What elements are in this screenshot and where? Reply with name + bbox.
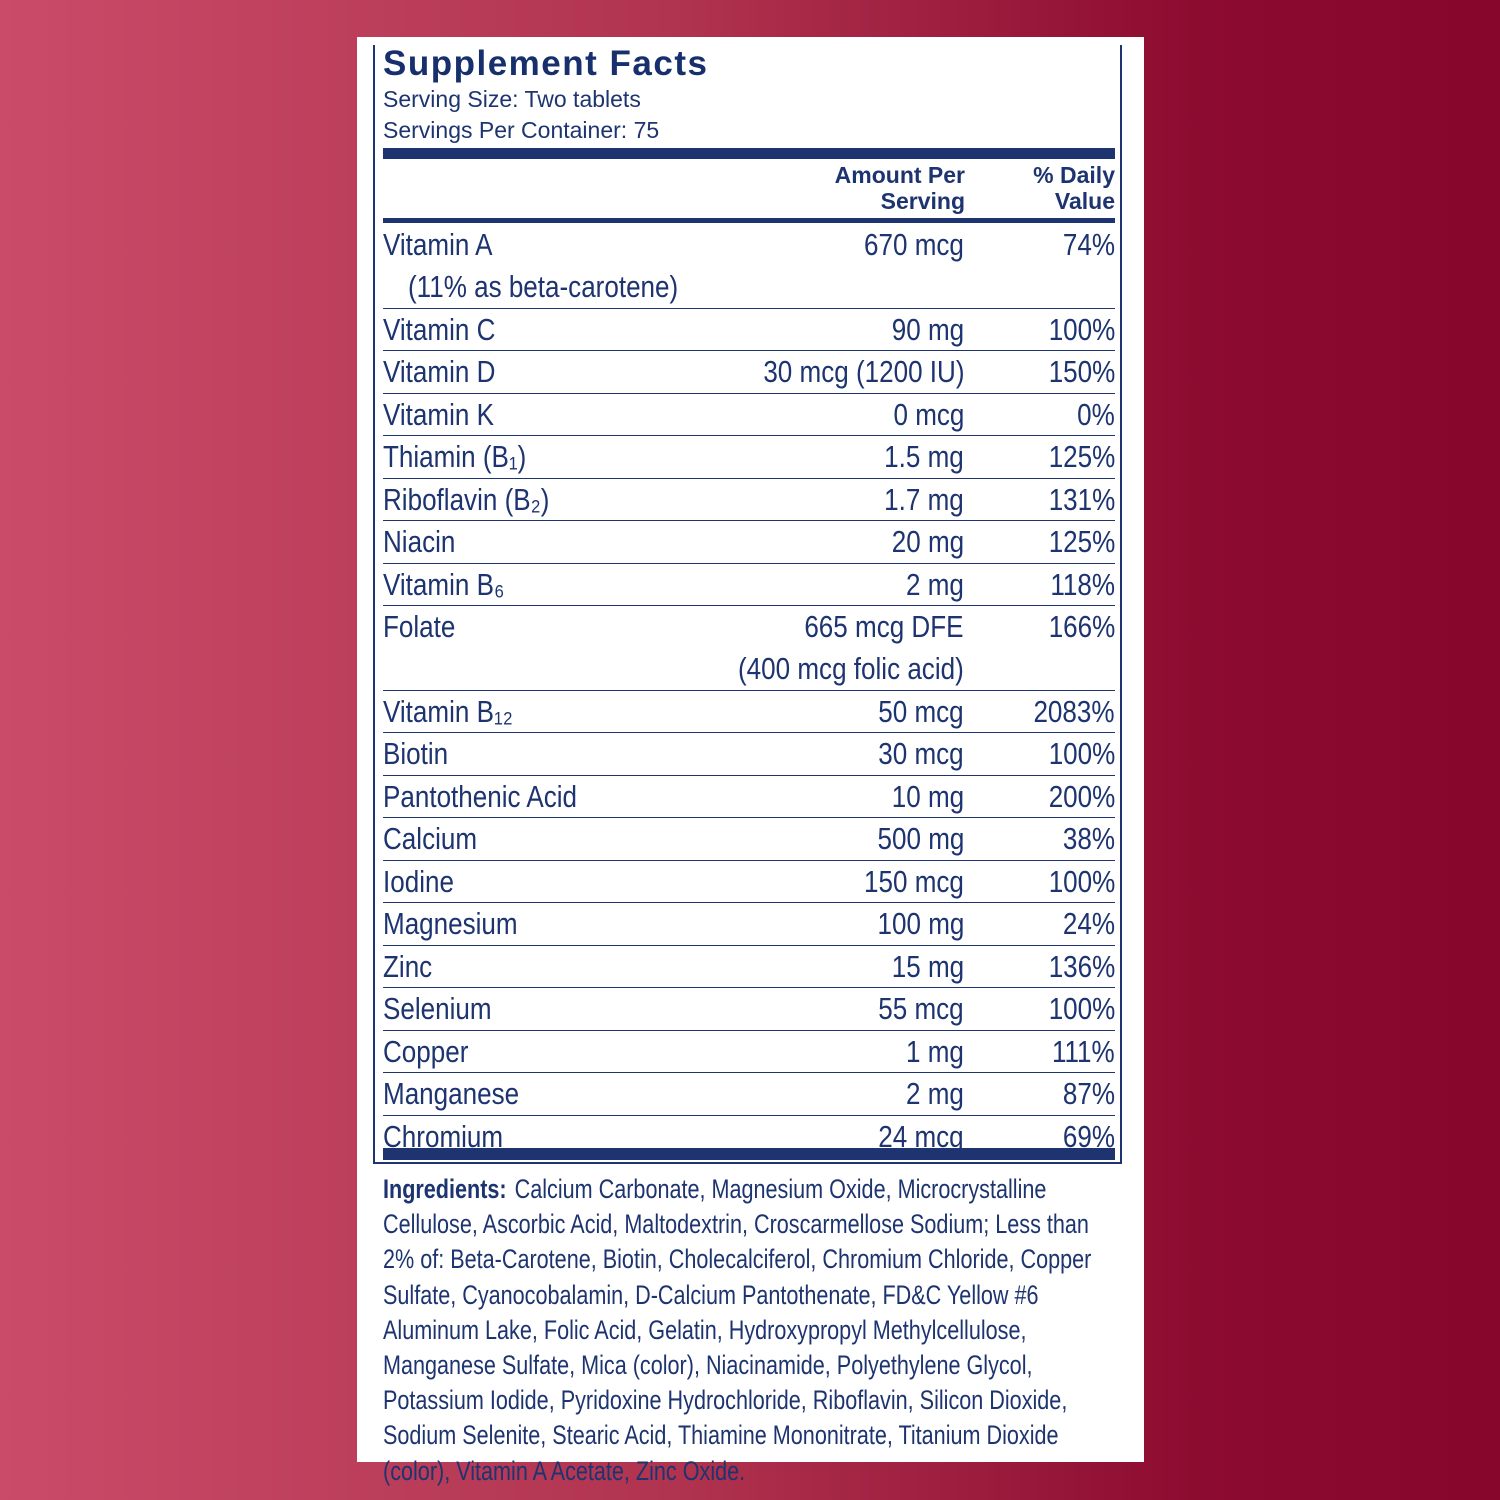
nutrient-row: Chromium 24 mcg 69% [383,1116,1115,1158]
nutrient-row: Thiamin (B₁) 1.5 mg 125% [383,436,1115,479]
nutrient-name: Zinc [383,948,433,984]
daily-value: 166% [1048,609,1115,644]
amount: 1.5 mg [884,439,964,474]
nutrient-name: Calcium [383,821,478,856]
label-panel [357,37,1144,1462]
nutrient-row: Niacin 20 mg 125% [383,521,1115,564]
title: Supplement Facts [383,44,709,83]
nutrient-row: Biotin 30 mcg 100% [383,733,1115,776]
amount: 1.7 mg [884,481,964,517]
nutrient-row: Selenium 55 mcg 100% [383,988,1115,1031]
amount: 10 mg [891,778,964,814]
daily-value: 136% [1048,948,1115,984]
rule [383,218,1115,223]
daily-value: 125% [1048,439,1115,474]
daily-value: 87% [1062,1076,1115,1111]
amount: 2 mg [906,1076,964,1111]
daily-value: 100% [1048,863,1115,899]
nutrient-row: Iodine 150 mcg 100% [383,861,1115,903]
nutrient-name: Riboflavin (B₂) [383,481,550,517]
amount: 15 mg [891,948,964,984]
amount: 1 mg [906,1033,964,1069]
amount: 50 mcg [878,693,964,729]
servings-per-container: Servings Per Container: 75 [383,117,660,143]
amount: 20 mg [891,524,964,559]
daily-value: 111% [1052,1033,1115,1069]
nutrient-row: Magnesium 100 mg 24% [383,903,1115,946]
daily-value: 100% [1048,311,1115,347]
nutrient-name: Vitamin D [383,354,496,389]
daily-value: 0% [1077,396,1115,432]
nutrient-name: Magnesium [383,906,518,941]
nutrient-name: Thiamin (B₁) [383,439,527,474]
amount: 90 mg [891,311,964,347]
nutrient-name: Chromium [383,1118,504,1154]
nutrient-row: Copper 1 mg 111% [383,1031,1115,1073]
nutrient-name: Pantothenic Acid [383,778,578,814]
nutrient-row: Calcium 500 mg 38% [383,818,1115,861]
amount-header: Amount Per Serving [834,162,965,214]
nutrient-name: Vitamin K [383,396,494,432]
nutrient-name: Selenium [383,991,492,1026]
daily-value: 24% [1062,906,1115,941]
thick-rule [383,148,1115,159]
daily-value-header: % Daily Value [1033,162,1115,214]
nutrient-row: Pantothenic Acid 10 mg 200% [383,776,1115,818]
nutrient-row: Manganese 2 mg 87% [383,1073,1115,1116]
daily-value: 2083% [1033,693,1115,729]
amount-note: (400 mcg folic acid) [738,651,964,686]
daily-value: 74% [1062,227,1115,262]
daily-value: 100% [1048,736,1115,771]
nutrient-name: Iodine [383,863,454,899]
daily-value: 118% [1050,566,1115,602]
nutrient-row: Vitamin C 90 mg 100% [383,309,1115,351]
amount: 30 mcg [878,736,964,771]
serving-size: Serving Size: Two tablets [383,86,641,112]
thick-rule [383,1148,1115,1160]
nutrient-name: Niacin [383,524,456,559]
amount: 500 mg [877,821,964,856]
nutrient-name: Vitamin B₆ [383,566,505,602]
nutrient-row: Folate 665 mcg DFE (400 mcg folic acid) 166… [383,606,1115,691]
nutrient-name: Copper [383,1033,469,1069]
daily-value: 100% [1048,991,1115,1026]
nutrient-row: Vitamin B₆ 2 mg 118% [383,564,1115,606]
amount: 150 mcg [864,863,964,899]
ingredients-label: Ingredients: [383,1174,507,1204]
ingredients-text: Calcium Carbonate, Magnesium Oxide, Micr… [383,1174,1092,1486]
nutrient-name: Folate [383,609,456,644]
daily-value: 131% [1048,481,1115,517]
amount: 30 mcg (1200 IU) [762,354,964,389]
nutrient-name: Biotin [383,736,449,771]
daily-value: 150% [1048,354,1115,389]
nutrient-row: Vitamin K 0 mcg 0% [383,394,1115,436]
amount: 665 mcg DFE [804,609,964,644]
nutrient-row: Vitamin A (11% as beta-carotene) 670 mcg 74… [383,224,1115,309]
amount: 670 mcg [864,227,964,262]
daily-value: 69% [1062,1118,1115,1154]
amount: 24 mcg [878,1118,964,1154]
nutrient-rows: Vitamin A (11% as beta-carotene) 670 mcg 74… [383,224,1115,1157]
daily-value: 125% [1048,524,1115,559]
nutrient-name: Vitamin A [383,227,493,262]
daily-value: 200% [1048,778,1115,814]
nutrient-row: Zinc 15 mg 136% [383,946,1115,988]
nutrient-name: Vitamin B₁₂ [383,693,513,729]
nutrient-row: Vitamin B₁₂ 50 mcg 2083% [383,691,1115,733]
nutrient-row: Vitamin D 30 mcg (1200 IU) 150% [383,351,1115,394]
nutrient-name: Manganese [383,1076,520,1111]
nutrient-name: Vitamin C [383,311,496,347]
nutrient-note: (11% as beta-carotene) [408,269,679,304]
facts-box [373,45,1122,1164]
amount: 55 mcg [878,991,964,1026]
nutrient-row: Riboflavin (B₂) 1.7 mg 131% [383,479,1115,521]
amount: 2 mg [906,566,964,602]
daily-value: 38% [1062,821,1115,856]
amount: 100 mg [877,906,964,941]
amount: 0 mcg [893,396,964,432]
ingredients: Ingredients: Calcium Carbonate, Magnesium… [383,1172,1107,1489]
